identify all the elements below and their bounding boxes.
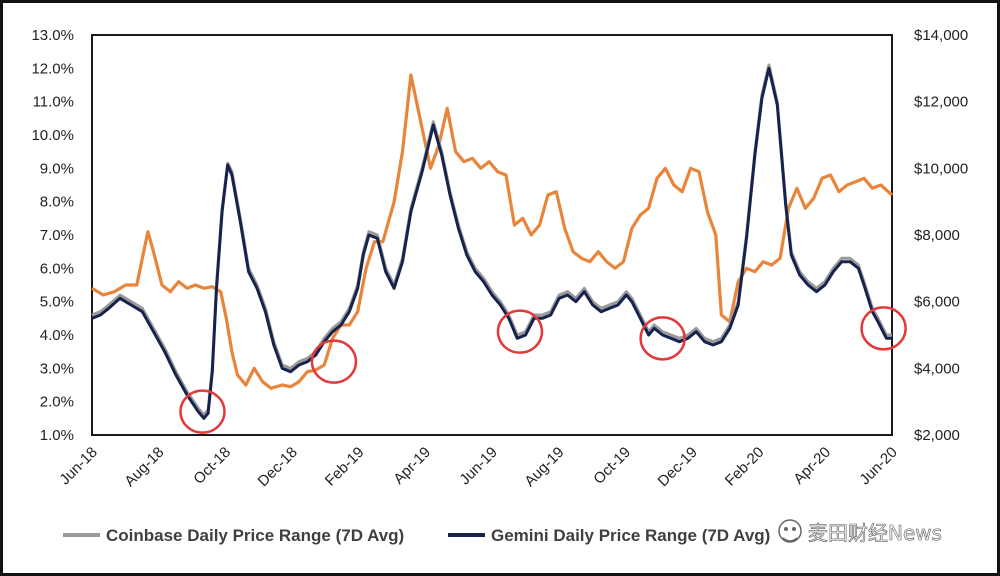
series-line-btc-price xyxy=(91,73,894,390)
x-tick-label: Dec-18 xyxy=(255,444,301,490)
annotation-circle xyxy=(860,306,907,351)
annotation-circle xyxy=(496,309,544,354)
legend: Coinbase Daily Price Range (7D Avg) Gemi… xyxy=(63,526,770,545)
x-tick-label: Feb-19 xyxy=(322,444,368,490)
y-left-tick-label: 1.0% xyxy=(40,427,74,444)
y-right-tick-label: $4,000 xyxy=(914,360,960,377)
y-left-tick-label: 5.0% xyxy=(40,294,74,311)
x-tick-label: Oct-18 xyxy=(190,444,234,488)
wechat-icon xyxy=(778,519,802,543)
x-tick-label: Dec-19 xyxy=(655,444,701,490)
annotation-circle xyxy=(639,316,686,361)
legend-label-coinbase: Coinbase Daily Price Range (7D Avg) xyxy=(106,526,404,545)
y-right-tick-label: $8,000 xyxy=(914,227,960,244)
y-left-tick-label: 7.0% xyxy=(40,227,74,244)
y-left-tick-label: 4.0% xyxy=(40,327,74,344)
x-tick-label: Apr-20 xyxy=(790,444,834,488)
y-left-tick-label: 2.0% xyxy=(40,394,74,411)
x-tick-label: Aug-18 xyxy=(121,444,167,490)
y-right-tick-label: $14,000 xyxy=(914,27,968,44)
plot-area xyxy=(91,34,893,436)
y-right-tick-label: $12,000 xyxy=(914,94,968,111)
y-left-tick-label: 6.0% xyxy=(40,260,74,277)
y-left-tick-label: 12.0% xyxy=(31,60,74,77)
y-left-tick-label: 10.0% xyxy=(31,127,74,144)
x-tick-label: Apr-19 xyxy=(390,444,434,488)
annotation-circle xyxy=(179,389,226,434)
y-right-tick-label: $2,000 xyxy=(914,427,960,444)
watermark-text: 麦田财经News xyxy=(808,521,942,545)
series-line-gemini xyxy=(91,66,892,420)
x-tick-label: Oct-19 xyxy=(590,444,634,488)
x-tick-label: Jun-19 xyxy=(456,444,500,488)
x-tick-label: Feb-20 xyxy=(722,444,768,490)
watermark: 麦田财经News xyxy=(778,519,942,545)
legend-label-gemini: Gemini Daily Price Range (7D Avg) xyxy=(491,526,770,545)
y-right-tick-label: $6,000 xyxy=(914,294,960,311)
y-left-tick-label: 3.0% xyxy=(40,360,74,377)
y-left-tick-label: 13.0% xyxy=(31,27,74,44)
x-tick-label: Jun-18 xyxy=(56,444,100,488)
x-tick-label: Aug-19 xyxy=(521,444,567,490)
x-tick-label: Jun-20 xyxy=(856,444,900,488)
y-right-tick-label: $10,000 xyxy=(914,160,968,177)
annotation-circle xyxy=(310,339,358,384)
y-left-tick-label: 9.0% xyxy=(40,160,74,177)
y-left-tick-label: 8.0% xyxy=(40,194,74,211)
y-left-tick-label: 11.0% xyxy=(33,94,74,111)
